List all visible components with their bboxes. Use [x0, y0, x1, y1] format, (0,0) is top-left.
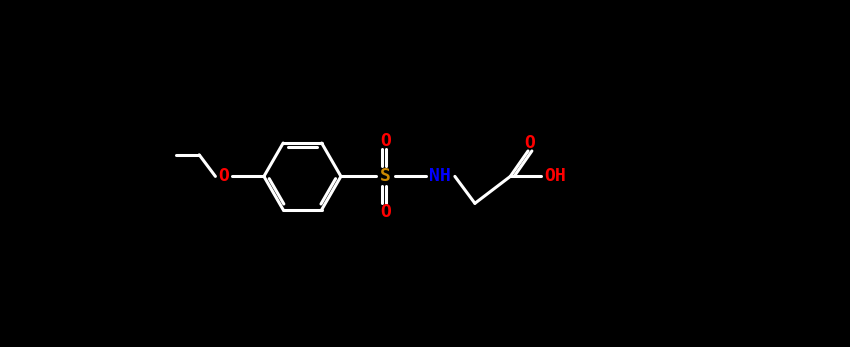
Text: O: O	[380, 132, 391, 150]
Text: O: O	[524, 134, 535, 152]
Text: S: S	[380, 167, 391, 185]
Text: OH: OH	[544, 167, 566, 185]
Text: NH: NH	[428, 167, 450, 185]
Text: O: O	[218, 167, 230, 185]
Text: O: O	[380, 203, 391, 221]
